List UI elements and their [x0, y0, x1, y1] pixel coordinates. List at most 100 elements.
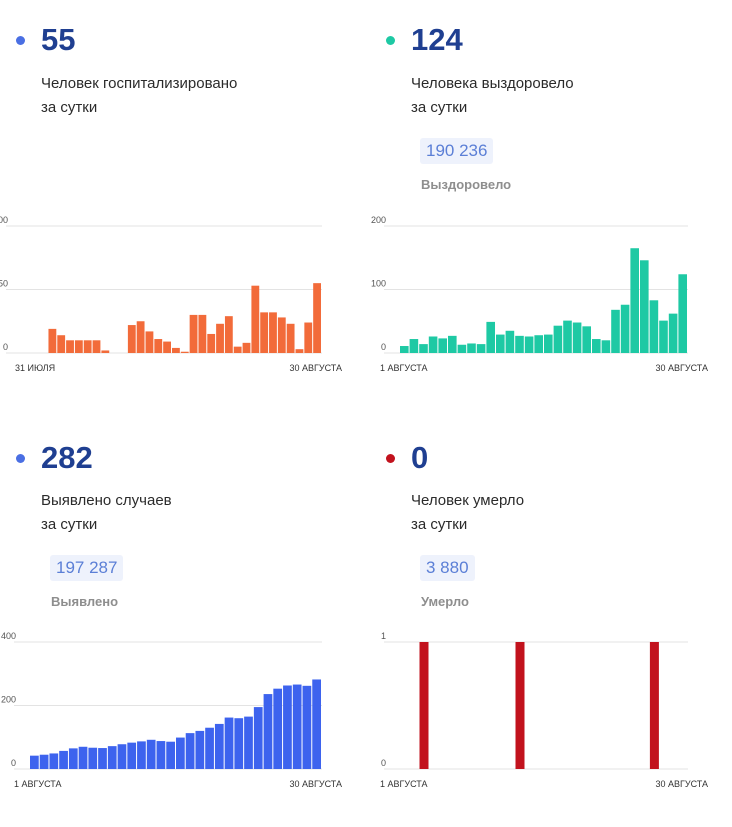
bar [146, 739, 156, 769]
daily-value: 55 [41, 22, 76, 57]
bar [253, 707, 263, 769]
bar [234, 718, 244, 769]
daily-label-line2: за сутки [41, 516, 98, 533]
bar [295, 349, 304, 353]
bar [57, 335, 66, 353]
bar [137, 741, 146, 769]
x-start-label: 1 АВГУСТА [14, 779, 62, 789]
bar [620, 304, 630, 353]
deaths-panel: 0 Человек умерло за сутки 3 880 Умерло 0… [366, 414, 732, 827]
daily-label: Человек умерло за сутки [411, 489, 671, 537]
bar [486, 321, 495, 353]
deaths-chart: 0 1 1 АВГУСТА 30 АВГУСТА [380, 631, 708, 789]
bar [176, 737, 185, 769]
bar [313, 283, 321, 353]
bar [224, 316, 233, 353]
bar [286, 323, 295, 353]
bar [30, 755, 39, 769]
bar [572, 322, 582, 353]
bar [92, 340, 101, 353]
bar [74, 340, 83, 353]
bar [553, 325, 563, 353]
bar [59, 750, 68, 769]
daily-label-line1: Человек госпитализировано [41, 75, 238, 92]
bar [185, 733, 195, 769]
bar [224, 717, 234, 769]
x-end-label: 30 АВГУСТА [655, 363, 708, 373]
bar [101, 350, 110, 353]
bar [216, 323, 224, 353]
recovered-panel: 124 Человека выздоровело за сутки 190 23… [366, 0, 732, 413]
bar [172, 347, 180, 353]
bar [39, 754, 49, 769]
bar [269, 312, 277, 353]
hospitalized-panel: 55 Человек госпитализировано за сутки 0 5… [0, 0, 366, 413]
daily-label-line2: за сутки [41, 99, 98, 116]
daily-label: Выявлено случаев за сутки [41, 489, 301, 537]
bar [207, 333, 216, 353]
bar [659, 320, 668, 353]
bar [505, 330, 515, 353]
bar [66, 340, 74, 353]
bar [400, 346, 409, 353]
bar [78, 746, 88, 769]
bar [136, 321, 145, 353]
daily-value: 124 [411, 22, 463, 57]
bar [312, 679, 321, 769]
y-tick-label: 400 [1, 631, 16, 641]
series-dot-icon [386, 36, 395, 45]
bar [448, 335, 457, 353]
total-label: Выявлено [51, 594, 119, 609]
bar [438, 338, 447, 353]
x-start-label: 1 АВГУСТА [380, 779, 428, 789]
bar [304, 322, 313, 353]
bar [195, 730, 205, 769]
x-start-label: 1 АВГУСТА [380, 363, 428, 373]
daily-label-line2: за сутки [411, 99, 468, 116]
y-tick-label: 100 [0, 215, 8, 225]
bar [409, 339, 419, 353]
recovered-chart: 0 100 200 1 АВГУСТА 30 АВГУСТА [371, 215, 708, 373]
bar [189, 314, 198, 353]
bar [263, 694, 273, 769]
bar [205, 727, 214, 769]
bar [260, 312, 269, 353]
bar [640, 260, 649, 353]
bar [419, 642, 429, 769]
bar [273, 688, 283, 769]
bar [668, 313, 678, 353]
total-badge: 197 287 [50, 555, 124, 581]
bar [428, 336, 438, 353]
daily-value: 282 [41, 440, 93, 475]
bar [302, 685, 312, 769]
bar [563, 320, 572, 353]
daily-label: Человек госпитализировано за сутки [41, 72, 301, 120]
x-start-label: 31 ИЮЛЯ [15, 363, 55, 373]
bar [592, 339, 601, 353]
bar [277, 317, 286, 353]
bar [457, 344, 467, 353]
bar [244, 716, 253, 769]
bar [534, 335, 543, 353]
y-tick-label: 0 [381, 342, 386, 352]
bar [166, 741, 175, 769]
y-tick-label: 200 [1, 695, 16, 705]
bar [83, 340, 92, 353]
bar [214, 723, 224, 769]
bar [156, 741, 166, 769]
y-tick-label: 0 [11, 758, 16, 768]
bar [611, 309, 620, 353]
daily-label-line1: Человек умерло [411, 492, 525, 509]
daily-value: 0 [411, 440, 429, 475]
series-dot-icon [16, 36, 25, 45]
bar [88, 747, 98, 769]
bar [601, 340, 611, 353]
bar [419, 344, 428, 353]
bar [107, 746, 117, 769]
detected-chart: 0 200 400 1 АВГУСТА 30 АВГУСТА [1, 631, 342, 789]
daily-label-line1: Человека выздоровело [411, 75, 574, 92]
bar [678, 274, 687, 353]
bar [292, 684, 302, 769]
y-tick-label: 0 [3, 342, 8, 352]
x-end-label: 30 АВГУСТА [655, 779, 708, 789]
